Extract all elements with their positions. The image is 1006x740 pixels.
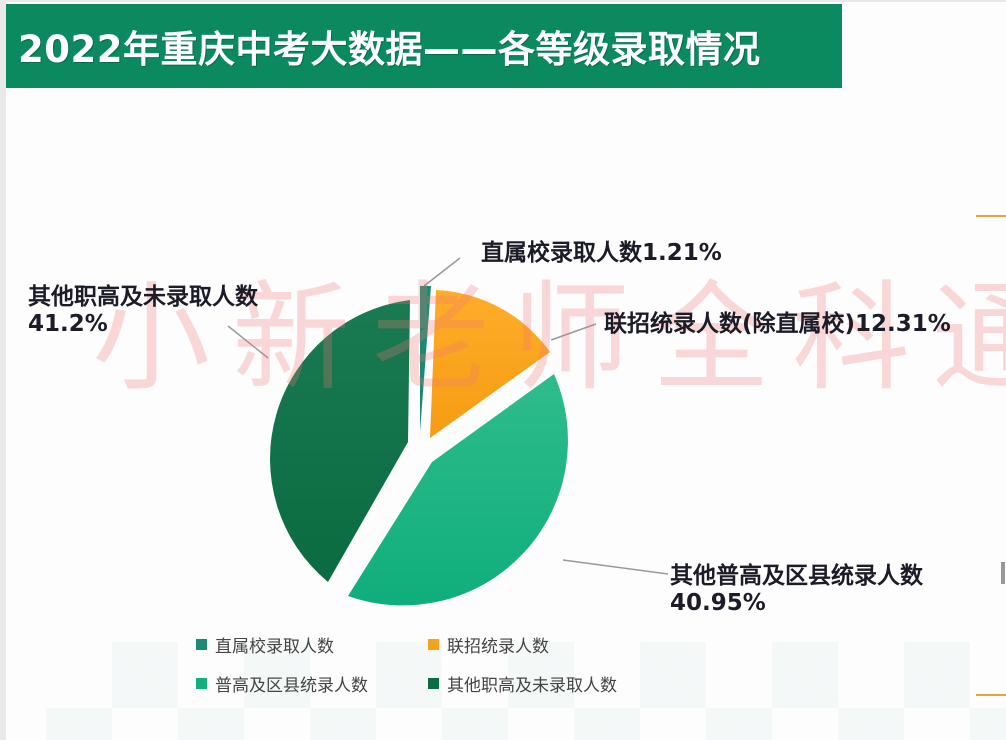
- legend-label: 其他职高及未录取人数: [447, 676, 617, 696]
- label-zhishu-text: 直属校录取人数1.21%: [481, 240, 722, 266]
- leader-line-lianzhao: [550, 323, 597, 341]
- edge-mark: [1001, 562, 1005, 584]
- legend-swatch-icon: [196, 678, 207, 689]
- label-lianzhao: 联招统录人数(除直属校)12.31%: [604, 311, 951, 338]
- legend-swatch-icon: [428, 678, 439, 689]
- leader-line-qita: [227, 325, 269, 359]
- legend-item-zhishu[interactable]: 直属校录取人数: [196, 632, 428, 657]
- label-putong-pct: 40.95%: [670, 590, 766, 616]
- label-lianzhao-text: 联招统录人数(除直属校)12.31%: [604, 311, 951, 337]
- legend-item-lianzhao[interactable]: 联招统录人数: [428, 632, 688, 657]
- label-putong-name: 其他普高及区县统录人数: [670, 563, 923, 589]
- page-title: 2022年重庆中考大数据——各等级录取情况: [18, 28, 761, 71]
- decorative-line-bottom: [976, 694, 1006, 696]
- slice-zhishu[interactable]: [420, 285, 431, 432]
- legend-swatch-icon: [196, 639, 207, 650]
- title-bar: 2022年重庆中考大数据——各等级录取情况: [6, 4, 842, 88]
- slide: 2022年重庆中考大数据——各等级录取情况 小新老师全科通 直属校录取人数1.: [6, 2, 1006, 740]
- legend-label: 普高及区县统录人数: [215, 676, 368, 696]
- pie-chart: [227, 257, 669, 606]
- label-putong: 其他普高及区县统录人数 40.95%: [670, 563, 923, 617]
- legend-label: 联招统录人数: [447, 637, 549, 657]
- label-zhishu: 直属校录取人数1.21%: [481, 240, 722, 267]
- chart-legend: 直属校录取人数 联招统录人数 普高及区县统录人数 其他职高及未录取人数: [196, 632, 696, 696]
- label-qita: 其他职高及未录取人数 41.2%: [28, 284, 258, 338]
- legend-item-qita[interactable]: 其他职高及未录取人数: [428, 671, 688, 696]
- label-qita-name: 其他职高及未录取人数: [28, 284, 258, 310]
- background-pattern: [46, 642, 1006, 740]
- slice-qita[interactable]: [270, 300, 410, 582]
- decorative-line-top: [976, 215, 1006, 217]
- legend-item-putong[interactable]: 普高及区县统录人数: [196, 671, 428, 696]
- slice-lianzhao[interactable]: [430, 290, 550, 438]
- label-qita-pct: 41.2%: [28, 311, 108, 337]
- legend-swatch-icon: [428, 639, 439, 650]
- leader-line-putong: [562, 559, 669, 575]
- leader-line-zhishu: [423, 257, 461, 287]
- legend-label: 直属校录取人数: [215, 637, 334, 657]
- slice-putong[interactable]: [348, 374, 568, 606]
